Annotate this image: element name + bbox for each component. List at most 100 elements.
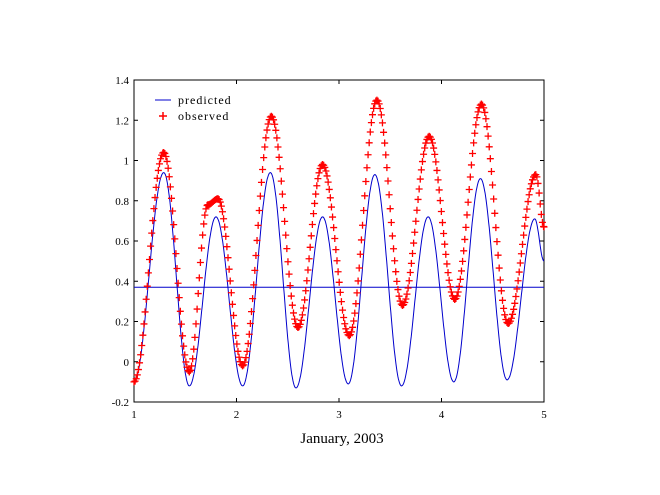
observed-point (350, 317, 358, 325)
observed-point (492, 224, 500, 232)
observed-point (233, 340, 241, 348)
observed-point (193, 305, 201, 313)
observed-point (516, 259, 524, 267)
observed-point (363, 164, 371, 172)
observed-point (151, 194, 159, 202)
series-layer (130, 96, 548, 389)
observed-point (461, 235, 469, 243)
observed-point (192, 320, 200, 328)
observed-point (139, 331, 147, 339)
observed-point (473, 114, 481, 122)
x-axis: 1 2 3 4 5 (131, 80, 547, 421)
observed-point (497, 287, 505, 295)
observed-point (221, 223, 229, 231)
observed-point (136, 359, 144, 367)
observed-point (202, 205, 210, 213)
observed-point (329, 213, 337, 221)
observed-point (353, 289, 361, 297)
observed-point (435, 186, 443, 194)
observed-point (177, 320, 185, 328)
observed-point (409, 250, 417, 258)
observed-point (413, 206, 421, 214)
legend-label-predicted: predicted (178, 93, 232, 107)
observed-point (182, 358, 190, 366)
observed-point (173, 264, 181, 272)
observed-point (414, 195, 422, 203)
observed-point (244, 340, 252, 348)
observed-point (132, 375, 140, 383)
observed-point (195, 274, 203, 282)
observed-point (388, 232, 396, 240)
observed-point (534, 179, 542, 187)
observed-point (360, 206, 368, 214)
y-tick-label: 0 (124, 357, 130, 369)
observed-point (485, 143, 493, 151)
observed-point (342, 325, 350, 333)
observed-point (161, 149, 169, 157)
observed-point (179, 332, 187, 340)
observed-point (395, 292, 403, 300)
observed-point (443, 260, 451, 268)
observed-point (341, 320, 349, 328)
observed-point (282, 231, 290, 239)
observed-point (390, 245, 398, 253)
observed-point (456, 275, 464, 283)
observed-point (324, 178, 332, 186)
observed-point (465, 186, 473, 194)
observed-point (171, 235, 179, 243)
observed-point (254, 221, 262, 229)
observed-point (323, 172, 331, 180)
observed-point (417, 166, 425, 174)
plot-frame (133, 79, 545, 403)
observed-point (194, 290, 202, 298)
observed-point (255, 207, 263, 215)
observed-point (280, 204, 288, 212)
observed-point (288, 301, 296, 309)
observed-point (340, 314, 348, 322)
observed-point (331, 235, 339, 243)
observed-point (313, 182, 321, 190)
observed-point (300, 304, 308, 312)
observed-point (511, 299, 519, 307)
observed-point (507, 314, 515, 322)
y-tick-label: 0.6 (115, 236, 129, 248)
observed-point (252, 252, 260, 260)
observed-point (384, 177, 392, 185)
observed-point (172, 250, 180, 258)
observed-point (527, 180, 535, 188)
observed-point (256, 192, 264, 200)
observed-point (239, 362, 247, 370)
observed-point (149, 217, 157, 225)
observed-point (253, 236, 261, 244)
observed-point (401, 299, 409, 307)
observed-point (480, 104, 488, 112)
y-tick-label: 1 (124, 156, 130, 168)
observed-point (225, 265, 233, 273)
observed-point (296, 320, 304, 328)
observed-point (513, 285, 521, 293)
observed-point (377, 111, 385, 119)
observed-point (396, 297, 404, 305)
observed-point (141, 308, 149, 316)
observed-point (354, 277, 362, 285)
observed-point (495, 264, 503, 272)
observed-point (231, 322, 239, 330)
observed-point (500, 304, 508, 312)
x-tick-label: 1 (131, 409, 137, 421)
observed-point (148, 229, 156, 237)
observed-point (189, 355, 197, 363)
observed-point (345, 332, 353, 340)
observed-point (362, 177, 370, 185)
observed-point (327, 203, 335, 211)
observed-point (243, 347, 251, 355)
observed-point (307, 232, 315, 240)
observed-point (418, 158, 426, 166)
observed-point (490, 195, 498, 203)
observed-point (457, 267, 465, 275)
observed-point (216, 198, 224, 206)
observed-point (494, 251, 502, 259)
observed-point (145, 255, 153, 263)
observed-point (467, 161, 475, 169)
observed-point (162, 152, 170, 160)
